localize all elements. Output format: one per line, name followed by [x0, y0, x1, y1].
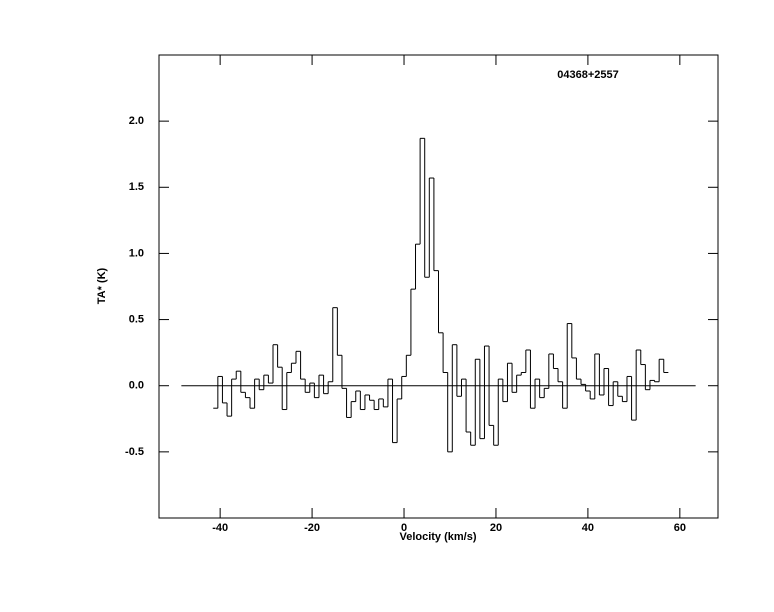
y-tick-label: 2.0 — [129, 115, 144, 127]
x-tick-label: -20 — [304, 522, 320, 534]
x-tick-label: 0 — [401, 522, 407, 534]
y-tick-label: 1.0 — [129, 247, 144, 259]
x-axis-label: Velocity (km/s) — [399, 531, 476, 543]
y-tick-label: 1.5 — [129, 181, 144, 193]
x-tick-label: 20 — [490, 522, 502, 534]
chart-title: 04368+2557 — [557, 69, 618, 81]
spectrum-connector — [217, 138, 665, 452]
plot-frame — [158, 54, 719, 519]
x-tick-label: -40 — [212, 522, 228, 534]
y-tick-label: 0.0 — [129, 380, 144, 392]
x-tick-label: 40 — [582, 522, 594, 534]
y-axis-label: TA* (K) — [96, 267, 108, 304]
y-tick-label: -0.5 — [125, 446, 144, 458]
x-tick-label: 60 — [674, 522, 686, 534]
y-tick-label: 0.5 — [129, 313, 144, 325]
